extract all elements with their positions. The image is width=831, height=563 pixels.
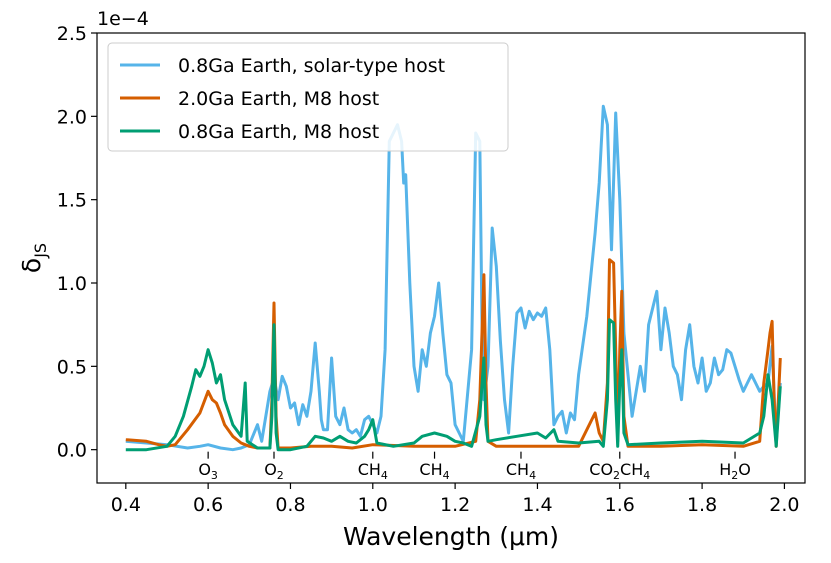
x-tick-label: 0.8 bbox=[275, 494, 305, 516]
x-tick-label: 2.0 bbox=[769, 494, 799, 516]
y-tick-label: 0.5 bbox=[57, 356, 87, 378]
y-axis-label: δJS bbox=[17, 243, 50, 273]
series-line-3 bbox=[125, 318, 782, 452]
molecule-label: CO2CH4 bbox=[589, 460, 650, 482]
legend-entry: 2.0Ga Earth, M8 host bbox=[178, 88, 379, 110]
x-tick-label: 1.8 bbox=[687, 494, 717, 516]
y-tick-label: 0.0 bbox=[57, 440, 87, 462]
molecule-label: H2O bbox=[719, 460, 751, 482]
y-tick-label: 1.5 bbox=[57, 190, 87, 212]
x-tick-label: 1.6 bbox=[605, 494, 635, 516]
legend-box bbox=[107, 42, 509, 152]
series-line-2 bbox=[125, 258, 782, 450]
x-tick-label: 1.2 bbox=[440, 494, 470, 516]
x-axis-label: Wavelength (μm) bbox=[343, 522, 559, 551]
x-tick-label: 0.6 bbox=[193, 494, 223, 516]
legend: 0.8Ga Earth, solar-type host 2.0Ga Earth,… bbox=[107, 42, 509, 152]
series-line-1 bbox=[125, 104, 782, 452]
molecule-label: O3 bbox=[198, 460, 218, 482]
molecule-markers: O3 O2 CH4 CH4 CH4 CO2CH4 H2O bbox=[198, 451, 751, 482]
y-tick-label: 1.0 bbox=[57, 273, 87, 295]
x-tick-label: 1.4 bbox=[522, 494, 552, 516]
y-tick-label: 2.0 bbox=[57, 106, 87, 128]
x-tick-label: 0.4 bbox=[111, 494, 141, 516]
molecule-label: CH4 bbox=[419, 460, 449, 482]
plot-frame bbox=[96, 32, 806, 484]
y-axis-label-sub: JS bbox=[31, 243, 50, 259]
ticks-layer: 0.4 0.6 0.8 1.0 1.2 1.4 1.6 1.8 2.0 0.0 0.5 1.0 1.5 2… bbox=[57, 23, 800, 516]
molecule-label: CH4 bbox=[358, 460, 388, 482]
molecule-label: O2 bbox=[264, 460, 284, 482]
y-tick-label: 2.5 bbox=[57, 23, 87, 45]
y-scale-note: 1e−4 bbox=[97, 8, 149, 30]
molecule-label: CH4 bbox=[506, 460, 536, 482]
legend-entry: 0.8Ga Earth, solar-type host bbox=[178, 55, 445, 77]
series-layer bbox=[125, 104, 782, 452]
legend-entry: 0.8Ga Earth, M8 host bbox=[178, 121, 379, 143]
y-axis-label-main: δ bbox=[17, 258, 46, 273]
x-tick-label: 1.0 bbox=[358, 494, 388, 516]
